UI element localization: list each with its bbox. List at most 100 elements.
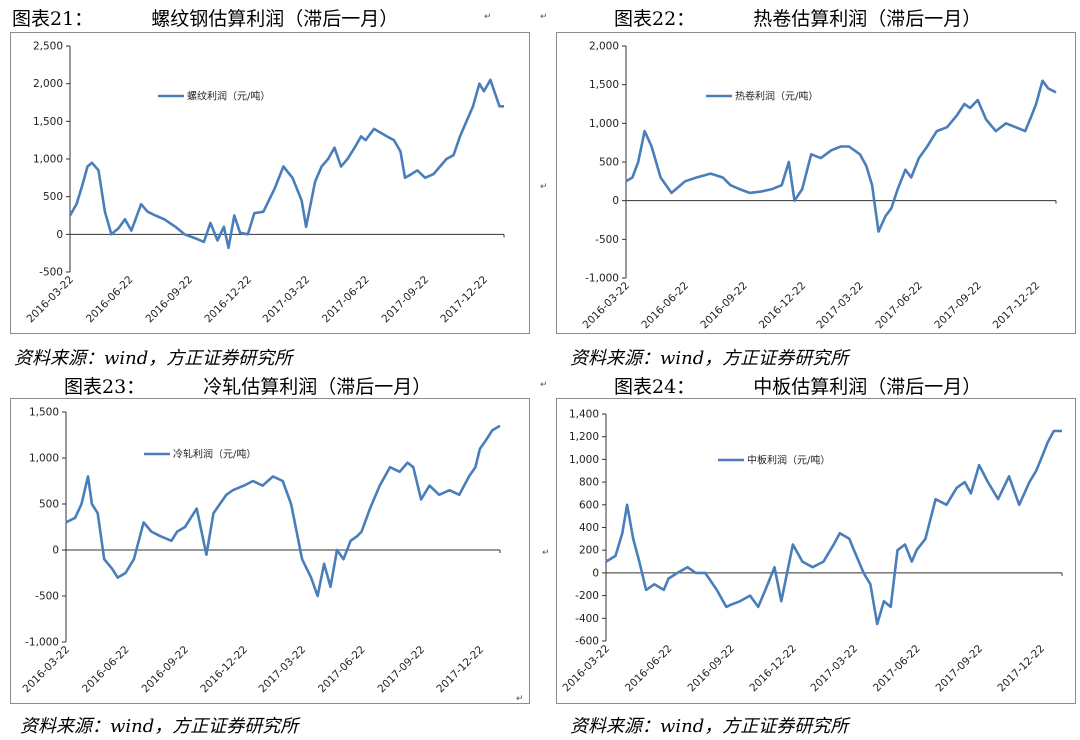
y-tick-label: 2,000 [33, 78, 63, 90]
figure-3-source: 资料来源：wind，方正证券研究所 [20, 716, 299, 737]
paragraph-mark: ↵ [516, 694, 524, 704]
y-tick-label: 1,000 [29, 453, 59, 465]
chart-frame-3 [10, 398, 530, 704]
y-tick-label: -1,000 [25, 637, 59, 649]
x-tick-label: 2016-12-22 [202, 274, 254, 326]
x-tick-label: 2016-09-22 [686, 643, 738, 695]
y-tick-label: 2,500 [33, 41, 63, 53]
y-tick-label: -500 [35, 591, 59, 603]
series-line [605, 429, 1062, 626]
x-tick-label: 2017-09-22 [376, 644, 428, 696]
x-tick-label: 2017-03-22 [814, 280, 866, 332]
y-tick-label: 1,000 [33, 154, 63, 166]
y-tick-label: 200 [579, 545, 599, 557]
figure-4-source: 资料来源：wind，方正证券研究所 [570, 716, 849, 737]
paragraph-mark: ↵ [540, 380, 548, 390]
legend-label: 热卷利润（元/吨） [735, 90, 818, 103]
figure-1-source: 资料来源：wind，方正证券研究所 [14, 348, 293, 369]
x-tick-label: 2016-09-22 [698, 280, 750, 332]
x-tick-label: 2016-03-22 [580, 280, 632, 332]
legend-label: 冷轧利润（元/吨） [173, 448, 256, 461]
x-tick-label: 2017-06-22 [320, 274, 372, 326]
y-tick-label: 1,200 [569, 431, 599, 443]
y-tick-label: 500 [43, 191, 63, 203]
y-tick-label: 600 [579, 499, 599, 511]
y-tick-label: 0 [592, 567, 599, 579]
x-tick-label: 2016-06-22 [639, 280, 691, 332]
x-tick-label: 2017-03-22 [261, 274, 313, 326]
chart-frame-4 [556, 398, 1076, 704]
y-tick-label: 1,500 [33, 116, 63, 128]
y-tick-label: 1,000 [569, 454, 599, 466]
x-tick-label: 2016-12-22 [747, 643, 799, 695]
y-tick-label: 1,500 [589, 79, 619, 91]
x-tick-label: 2017-06-22 [871, 643, 923, 695]
y-tick-label: 500 [39, 499, 59, 511]
x-tick-label: 2016-12-22 [198, 644, 250, 696]
x-tick-label: 2017-06-22 [316, 644, 368, 696]
series-line [68, 78, 504, 250]
x-tick-label: 2017-09-22 [932, 280, 984, 332]
x-tick-label: 2016-09-22 [139, 644, 191, 696]
figure-number: 图表22： [614, 8, 696, 30]
y-tick-label: -500 [39, 267, 63, 279]
y-tick-label: 0 [52, 545, 59, 557]
legend-label: 螺纹利润（元/吨） [187, 90, 270, 103]
paragraph-mark: ↵ [540, 12, 548, 22]
chart-frame-2 [556, 32, 1076, 334]
chart-frame-1 [10, 32, 530, 334]
x-tick-label: 2017-12-22 [995, 643, 1047, 695]
chart-4: -600 -400 -200 0 200 400 600 800 1,000 1,200 1,400… [560, 409, 1063, 695]
figure-2-source: 资料来源：wind，方正证券研究所 [570, 348, 849, 369]
y-tick-label: 500 [599, 157, 619, 169]
paragraph-mark: ↵ [540, 182, 548, 192]
y-tick-label: -1,000 [585, 273, 619, 285]
x-tick-label: 2017-09-22 [380, 274, 432, 326]
y-tick-label: 0 [612, 195, 619, 207]
figure-1-title: 图表21： 螺纹钢估算利润（滞后一月） [12, 4, 398, 31]
x-tick-label: 2017-12-22 [438, 274, 490, 326]
y-tick-label: 1,000 [589, 118, 619, 130]
x-tick-label: 2016-03-22 [24, 274, 76, 326]
figure-name: 冷轧估算利润（滞后一月） [203, 376, 432, 398]
x-tick-label: 2016-03-22 [560, 643, 612, 695]
y-tick-label: 2,000 [589, 41, 619, 53]
y-tick-label: -600 [575, 636, 599, 648]
y-tick-label: 1,500 [29, 407, 59, 419]
y-tick-label: 1,400 [569, 409, 599, 421]
figure-number: 图表23： [64, 376, 146, 398]
figure-3-title: 图表23： 冷轧估算利润（滞后一月） [64, 372, 431, 399]
x-tick-label: 2016-06-22 [623, 643, 675, 695]
figure-name: 热卷估算利润（滞后一月） [753, 8, 982, 30]
y-tick-label: -500 [595, 234, 619, 246]
paragraph-mark: ↵ [484, 12, 492, 22]
y-tick-label: -200 [575, 590, 599, 602]
x-tick-label: 2016-03-22 [20, 644, 72, 696]
series-line [625, 79, 1057, 233]
x-tick-label: 2017-12-22 [434, 644, 486, 696]
paragraph-mark: ↵ [542, 548, 550, 558]
x-tick-label: 2016-06-22 [84, 274, 136, 326]
y-tick-label: 400 [579, 522, 599, 534]
x-tick-label: 2016-09-22 [143, 274, 195, 326]
x-tick-label: 2017-12-22 [991, 280, 1043, 332]
figure-name: 中板估算利润（滞后一月） [753, 376, 982, 398]
x-tick-label: 2017-03-22 [809, 643, 861, 695]
y-tick-label: 0 [56, 229, 63, 241]
y-tick-label: 800 [579, 477, 599, 489]
x-tick-label: 2017-06-22 [873, 280, 925, 332]
figure-2-title: 图表22： 热卷估算利润（滞后一月） [614, 4, 981, 31]
series-line [65, 424, 501, 598]
figure-number: 图表21： [12, 8, 94, 30]
x-tick-label: 2016-06-22 [80, 644, 132, 696]
x-tick-label: 2016-12-22 [757, 280, 809, 332]
x-tick-label: 2017-09-22 [934, 643, 986, 695]
legend-label: 中板利润（元/吨） [747, 454, 830, 467]
figure-4-title: 图表24： 中板估算利润（滞后一月） [614, 372, 981, 399]
y-tick-label: -400 [575, 613, 599, 625]
figure-name: 螺纹钢估算利润（滞后一月） [151, 8, 399, 30]
x-tick-label: 2017-03-22 [257, 644, 309, 696]
